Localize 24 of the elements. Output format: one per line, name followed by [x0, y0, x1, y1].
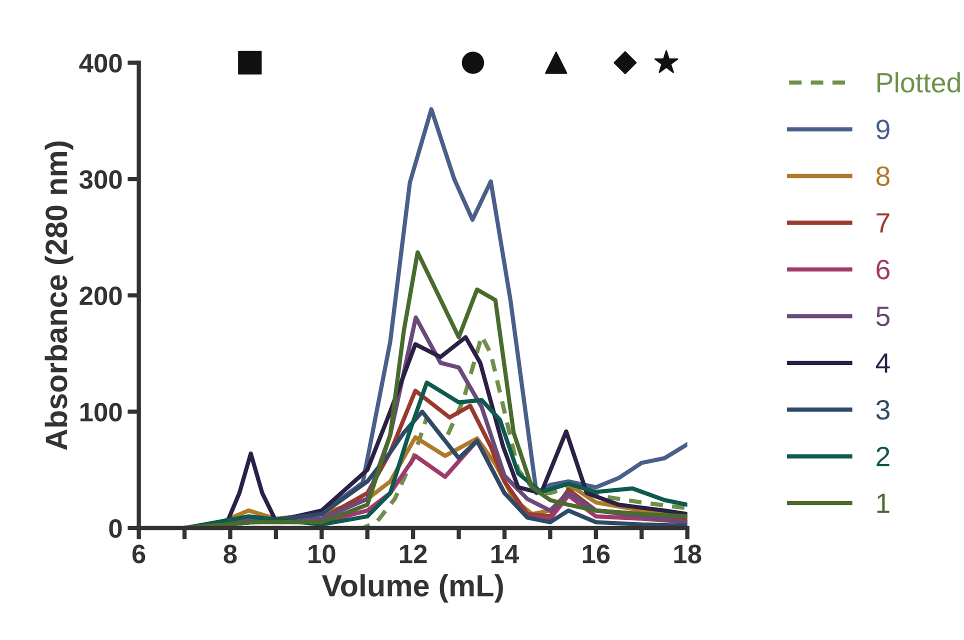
legend-label: Plotted — [878, 72, 960, 93]
x-axis-title: Volume (mL) — [322, 574, 503, 603]
y-tick-label: 400 — [79, 54, 122, 73]
y-tick-label: 200 — [80, 286, 122, 306]
y-tick-label: 0 — [109, 519, 122, 538]
legend-label: 2 — [876, 446, 890, 466]
legend-label: 3 — [876, 400, 890, 420]
x-tick-label: 16 — [582, 544, 610, 564]
y-tick-label: 100 — [80, 402, 122, 422]
x-tick-label: 10 — [308, 544, 336, 564]
legend-label: 4 — [876, 354, 890, 373]
legend-label: 1 — [877, 494, 890, 513]
x-tick-label: 14 — [491, 544, 520, 564]
y-tick-label: 300 — [79, 170, 122, 189]
legend-label: 8 — [876, 166, 890, 186]
x-tick-label: 6 — [132, 544, 146, 564]
legend-label: 5 — [876, 306, 890, 326]
x-tick-label: 12 — [400, 544, 427, 564]
x-tick-label: 8 — [224, 544, 237, 564]
legend-label: 7 — [876, 213, 890, 232]
x-tick-label: 18 — [674, 544, 702, 564]
legend-label: 9 — [876, 120, 890, 140]
legend-label: 6 — [876, 260, 890, 280]
y-axis-title: Absorbance (280 nm) — [44, 142, 74, 450]
